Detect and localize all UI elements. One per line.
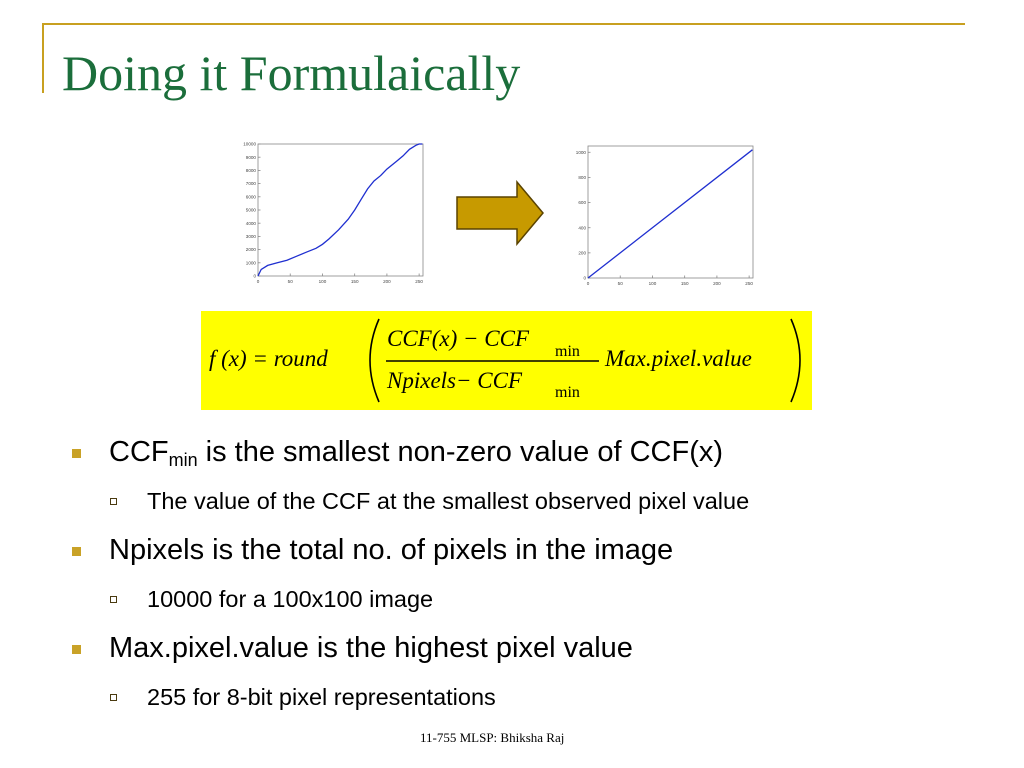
bullet-text-rest: is the smallest non-zero value of CCF(x) bbox=[197, 436, 724, 468]
y-tick-label: 400 bbox=[578, 225, 586, 230]
x-tick-label: 150 bbox=[681, 281, 689, 286]
x-tick-label: 100 bbox=[319, 279, 327, 284]
bullet-text-subscript: min bbox=[168, 450, 198, 470]
frame-top-line bbox=[42, 23, 965, 25]
bullet-text: Max.pixel.value is the highest pixel val… bbox=[109, 632, 633, 664]
bullet-hollow-square-icon bbox=[110, 694, 117, 701]
x-tick-label: 100 bbox=[649, 281, 657, 286]
bullet-hollow-square-icon bbox=[110, 498, 117, 505]
bullet-hollow-square-icon bbox=[110, 596, 117, 603]
right-arrow-icon bbox=[455, 179, 545, 251]
y-tick-label: 4000 bbox=[246, 221, 257, 226]
equalized-chart-svg: 0 200 400 600 800 1000 0 50 100 150 200 250 bbox=[576, 145, 754, 286]
y-tick-label: 600 bbox=[578, 200, 586, 205]
y-tick-label: 5000 bbox=[246, 208, 257, 213]
y-tick-label: 0 bbox=[583, 276, 586, 281]
plot-axes-box bbox=[587, 145, 754, 279]
y-tick-label: 1000 bbox=[246, 260, 257, 265]
slide-footer: 11-755 MLSP: Bhiksha Raj bbox=[420, 730, 565, 745]
formula-equation: f (x) = round CCF(x) − CCF min Npixels− … bbox=[209, 318, 801, 403]
x-tick-label: 200 bbox=[383, 279, 391, 284]
x-tick-label: 0 bbox=[257, 279, 260, 284]
y-tick-label: 800 bbox=[578, 175, 586, 180]
series-line bbox=[257, 143, 423, 277]
formula-numerator-sub: min bbox=[555, 343, 580, 360]
x-tick-label: 200 bbox=[713, 281, 721, 286]
plot-axes-box bbox=[257, 143, 424, 277]
y-tick-label: 0 bbox=[253, 274, 256, 279]
x-tick-label: 250 bbox=[415, 279, 423, 284]
bullet-text: Npixels is the total no. of pixels in th… bbox=[109, 534, 674, 566]
y-tick-label: 7000 bbox=[246, 181, 257, 186]
y-tick-label: 3000 bbox=[246, 234, 257, 239]
subbullet-text: 255 for 8-bit pixel representations bbox=[147, 684, 496, 710]
x-tick-label: 150 bbox=[351, 279, 359, 284]
y-tick-label: 8000 bbox=[246, 168, 257, 173]
bullet-text-main: CCF bbox=[109, 436, 169, 468]
slide-title: Doing it Formulaically bbox=[62, 45, 521, 101]
subbullet-text: The value of the CCF at the smallest obs… bbox=[147, 488, 750, 514]
y-tick-label: 1000 bbox=[576, 150, 587, 155]
formula-lhs: f (x) = round bbox=[209, 346, 328, 371]
ccf-chart-svg: 0100020003000400050006000700080009000100… bbox=[243, 142, 424, 284]
y-tick-label: 9000 bbox=[246, 155, 257, 160]
bullet-square-icon bbox=[72, 449, 81, 458]
bullet-square-icon bbox=[72, 547, 81, 556]
y-tick-label: 2000 bbox=[246, 247, 257, 252]
formula-multiplier: Max.pixel.value bbox=[604, 346, 752, 371]
ccf-plot: 0 1000 2000 3000 4000 5000 6000 7000 8000 9000 100… bbox=[240, 138, 430, 286]
x-tick-label: 50 bbox=[288, 279, 294, 284]
y-tick-label: 10000 bbox=[243, 142, 256, 147]
formula-box: f (x) = round CCF(x) − CCF min Npixels− … bbox=[201, 311, 812, 410]
frame-left-line bbox=[42, 23, 44, 93]
x-tick-label: 0 bbox=[587, 281, 590, 286]
series-line bbox=[587, 149, 753, 279]
x-tick-label: 50 bbox=[618, 281, 624, 286]
y-tick-label: 6000 bbox=[246, 194, 257, 199]
equalized-plot: 0 200 400 600 800 1000 0 50 100 150 200 250 bbox=[570, 140, 760, 288]
x-tick-label: 250 bbox=[745, 281, 753, 286]
formula-denominator-sub: min bbox=[555, 384, 580, 401]
y-tick-label: 200 bbox=[578, 250, 586, 255]
formula-numerator: CCF(x) − CCF bbox=[387, 326, 530, 351]
subbullet-text: 10000 for a 100x100 image bbox=[147, 586, 434, 612]
bullet-square-icon bbox=[72, 645, 81, 654]
formula-denominator: Npixels− CCF bbox=[386, 368, 523, 393]
